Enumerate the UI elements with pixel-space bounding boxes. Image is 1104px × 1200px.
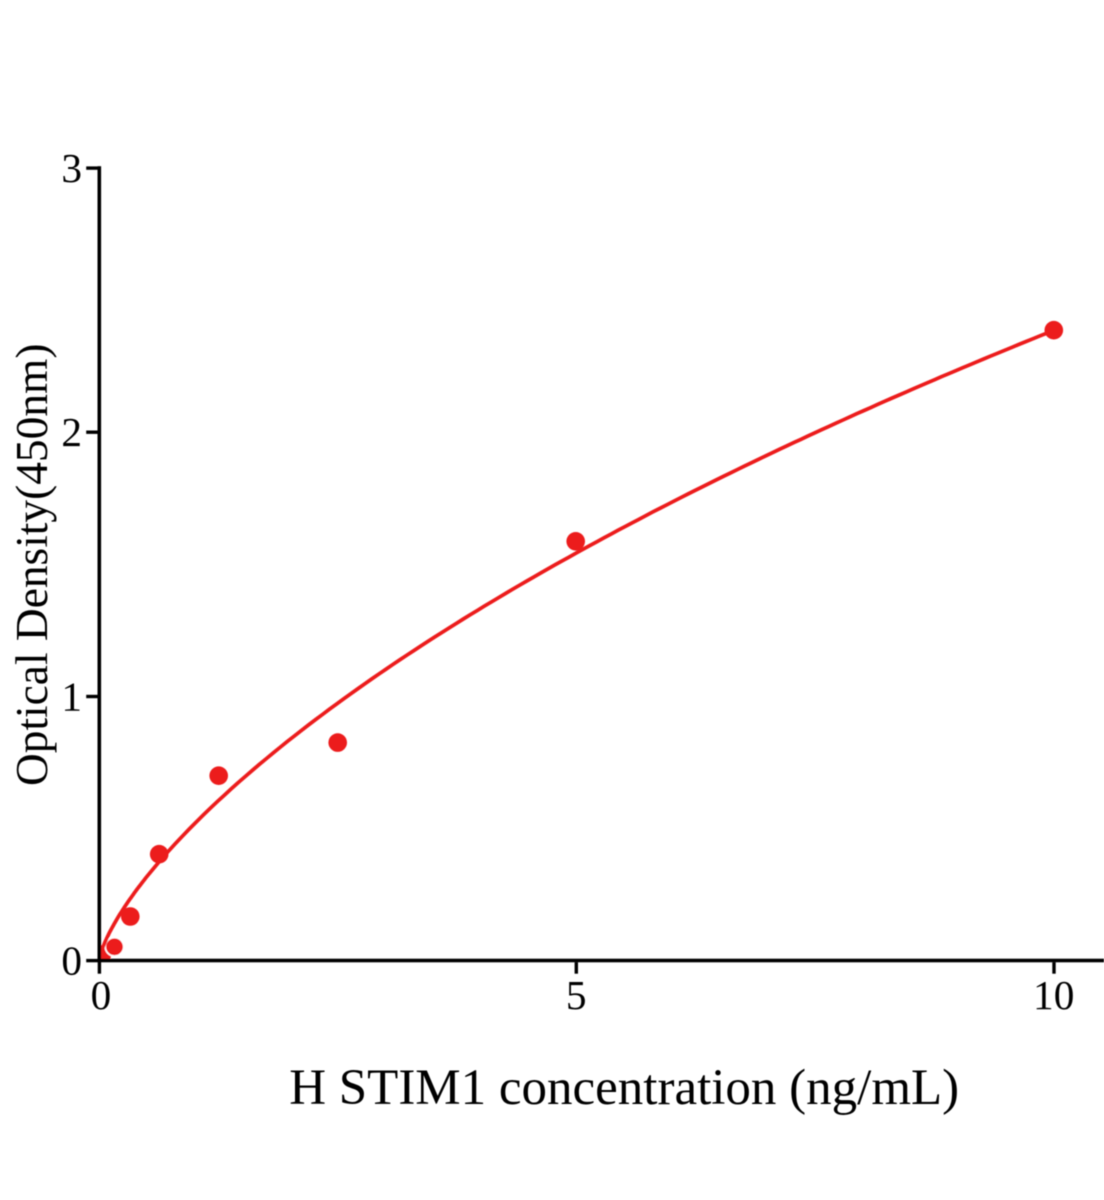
svg-text:0: 0	[91, 972, 112, 1018]
svg-text:0: 0	[61, 938, 82, 984]
svg-text:2: 2	[61, 409, 82, 455]
svg-text:Optical Density(450nm): Optical Density(450nm)	[7, 344, 57, 786]
svg-text:3: 3	[61, 145, 82, 191]
svg-text:10: 10	[1033, 972, 1074, 1018]
svg-text:H STIM1 concentration (ng/mL): H STIM1 concentration (ng/mL)	[289, 1060, 959, 1116]
svg-text:1: 1	[61, 674, 82, 720]
svg-text:5: 5	[566, 972, 587, 1018]
